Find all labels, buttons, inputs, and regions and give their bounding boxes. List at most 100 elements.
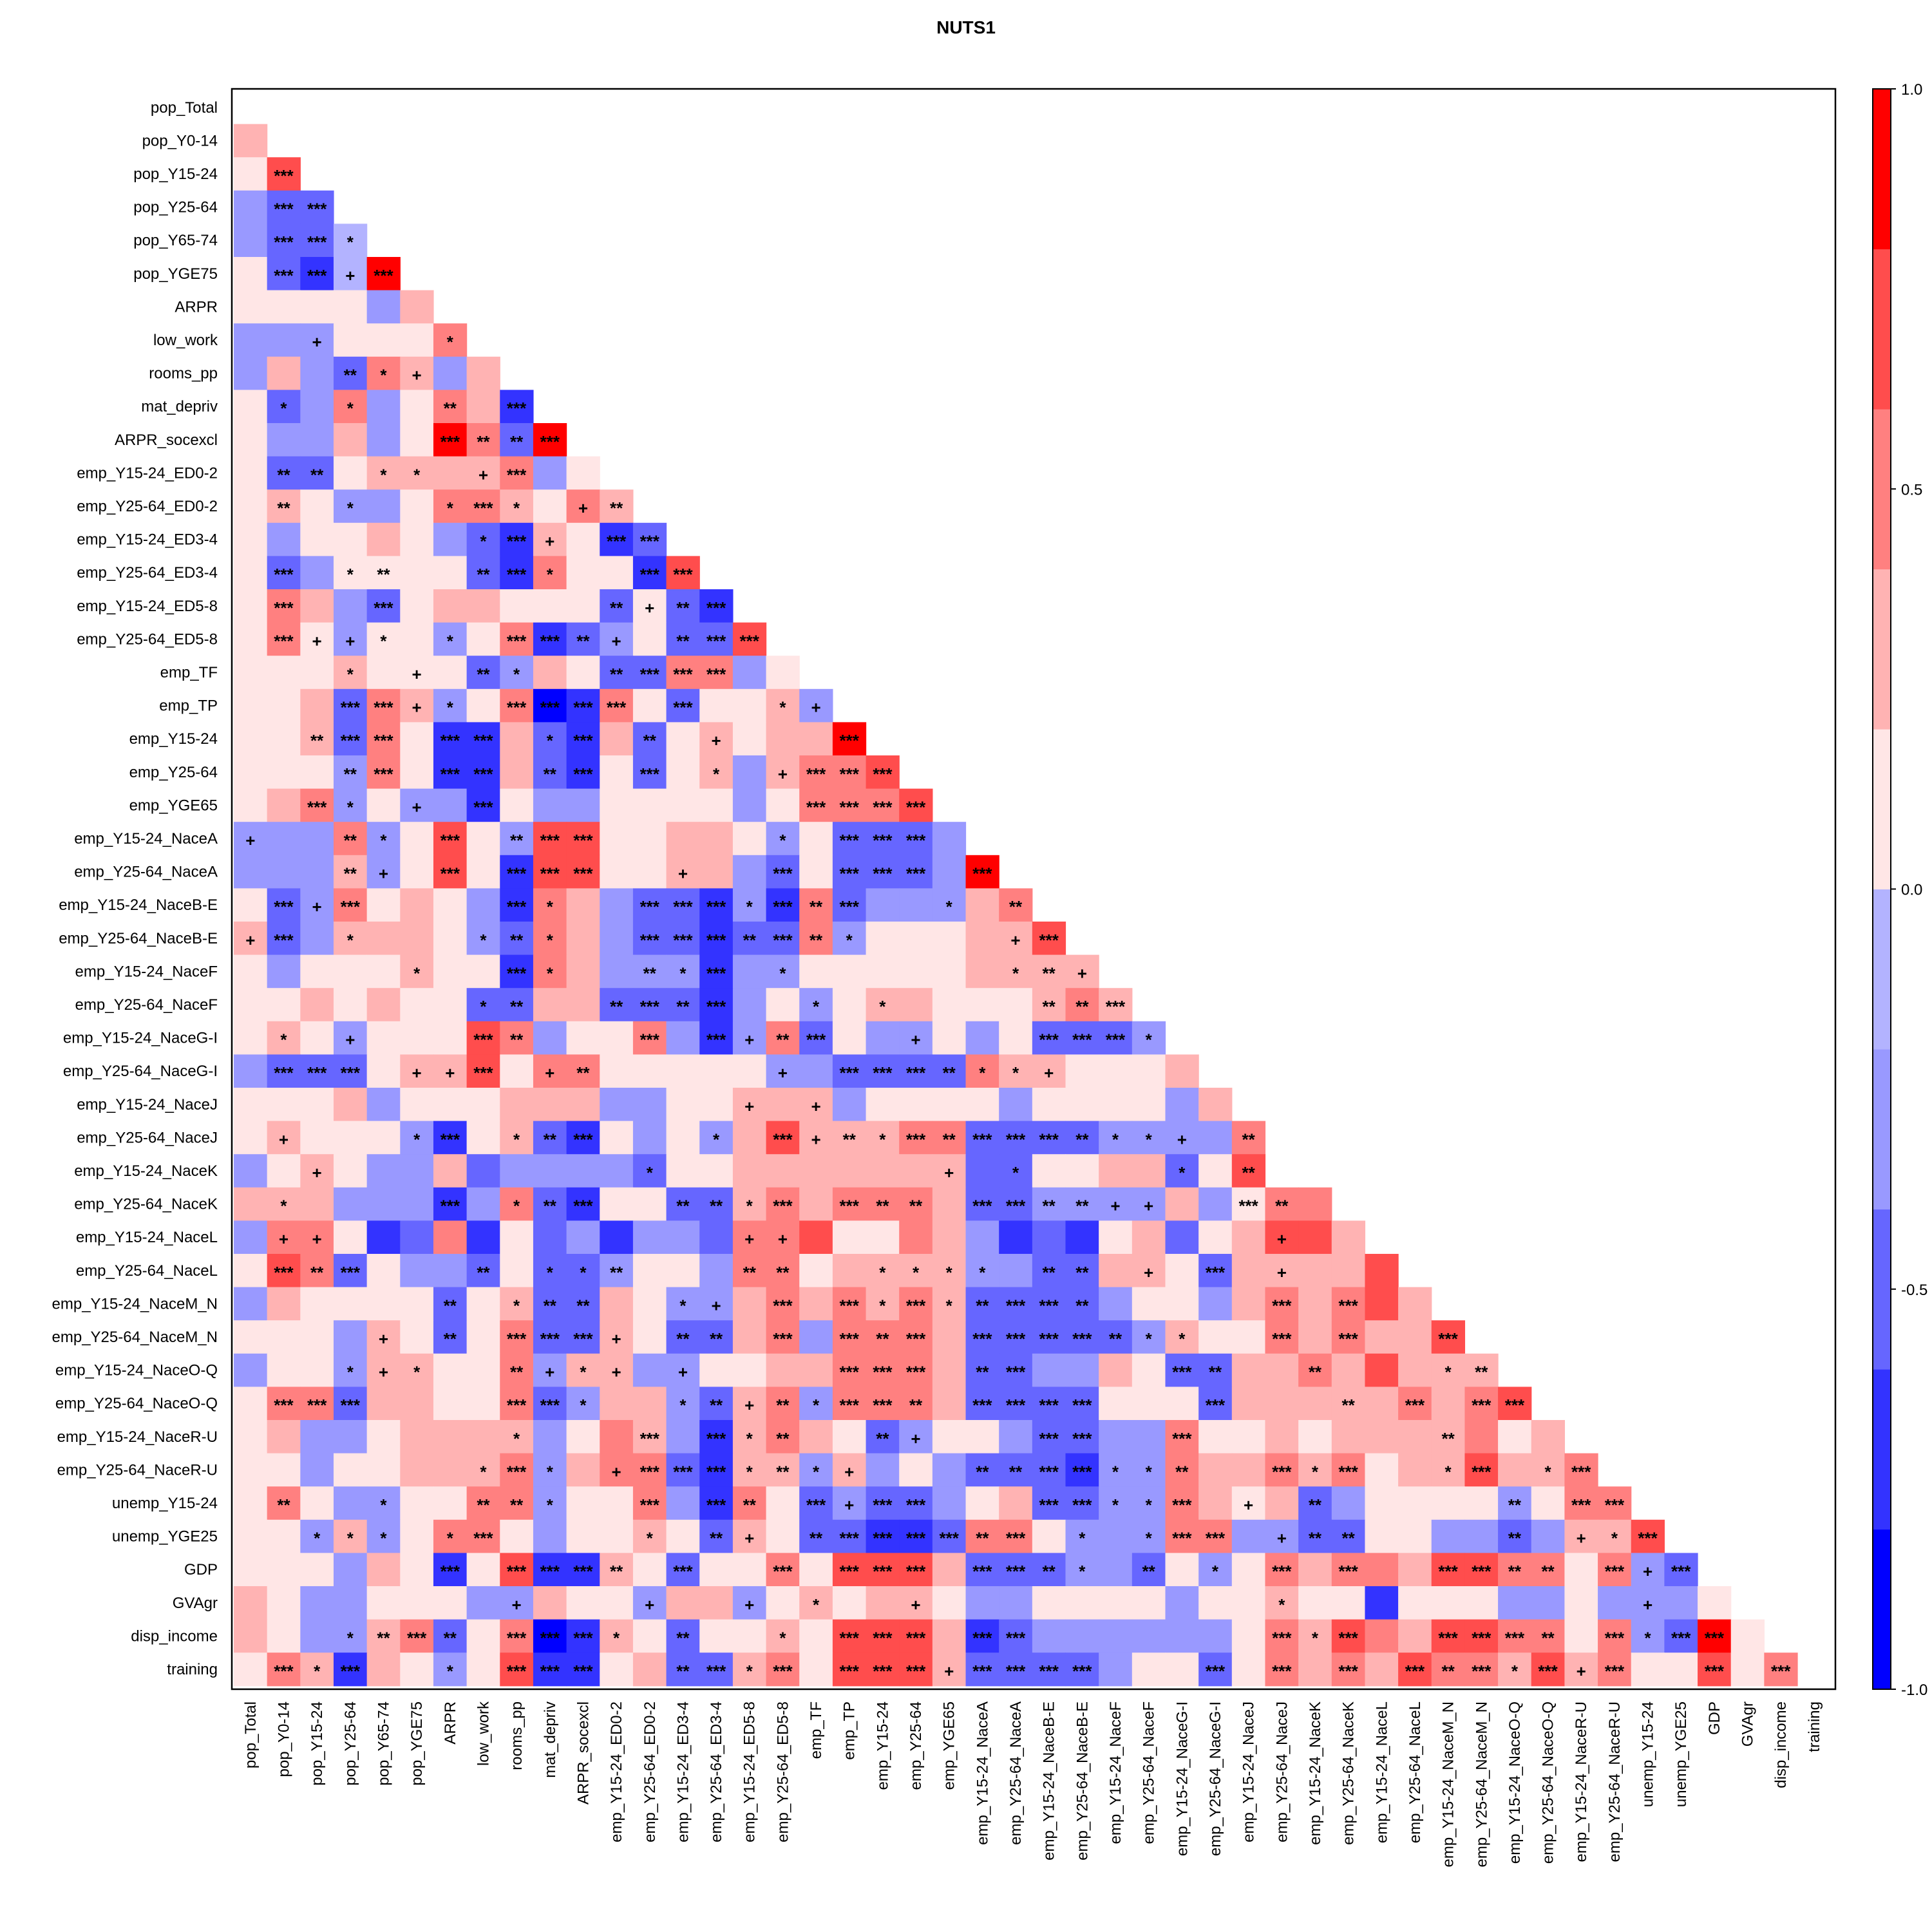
heatmap-cell [566,1420,600,1454]
heatmap-cell [333,589,368,623]
heatmap-cell [1564,1519,1598,1553]
heatmap-cell [1032,1220,1066,1255]
heatmap-cell [1065,1586,1099,1620]
heatmap-cell [866,1254,900,1288]
heatmap-cell [1032,1121,1066,1155]
heatmap-cell [699,755,734,790]
column-label: emp_Y25-64_ED5-8 [774,1701,791,1842]
heatmap-cell [832,722,867,756]
heatmap-cell [1331,1353,1366,1387]
column-label: emp_Y25-64_NaceG-I [1207,1701,1224,1856]
heatmap-cell [1231,1187,1266,1221]
heatmap-cell [1132,1121,1166,1155]
significance-mark: *** [1172,1363,1192,1382]
heatmap-cell [1265,1653,1299,1687]
significance-mark: + [545,1363,554,1382]
heatmap-cell [666,1254,700,1288]
heatmap-cell [632,1121,667,1155]
significance-mark: *** [573,1628,593,1647]
heatmap-cell [766,1088,800,1122]
significance-mark: ** [676,1662,690,1681]
row-label: emp_YGE65 [129,797,218,814]
heatmap-cell [600,822,634,856]
significance-mark: ** [344,864,357,884]
heatmap-cell [932,1420,967,1454]
significance-mark: *** [806,1030,826,1050]
heatmap-cell [433,1287,468,1321]
significance-mark: ** [676,1197,690,1216]
heatmap-cell [466,1653,500,1687]
significance-mark: ** [1541,1562,1555,1581]
significance-mark: + [744,1595,754,1615]
heatmap-cell [366,1486,401,1520]
heatmap-cell [1198,1420,1233,1454]
significance-mark: + [412,366,422,385]
heatmap-cell [1065,1220,1099,1255]
significance-mark: ** [909,1197,923,1216]
heatmap-cell [1531,1453,1565,1487]
heatmap-cell [1265,1387,1299,1421]
significance-mark: *** [341,731,361,750]
heatmap-cell [267,1653,301,1687]
heatmap-cell [666,1021,700,1055]
heatmap-cell [932,1220,967,1255]
significance-mark: * [513,498,520,518]
heatmap-cell [466,988,500,1022]
significance-mark: *** [573,1662,593,1681]
heatmap-cell [366,1586,401,1620]
row-label: emp_Y15-24_NaceA [74,830,218,848]
heatmap-cell [400,1021,434,1055]
heatmap-cell [899,788,933,822]
heatmap-cell [1431,1653,1466,1687]
significance-mark: ** [776,1396,790,1415]
significance-mark: *** [873,1529,893,1548]
significance-mark: *** [274,166,294,185]
colorbar-segment [1873,729,1891,890]
heatmap-cell [999,1387,1033,1421]
significance-mark: * [713,764,720,784]
heatmap-cell [1365,1653,1399,1687]
significance-mark: *** [1238,1197,1258,1216]
heatmap-cell [1331,1287,1366,1321]
heatmap-cell [866,1320,900,1354]
heatmap-cell [566,1486,600,1520]
heatmap-cell [799,1021,833,1055]
heatmap-cell [366,1619,401,1653]
heatmap-cell [300,722,334,756]
significance-mark: * [1312,1462,1319,1481]
significance-mark: * [1312,1628,1319,1647]
heatmap-cell [300,589,334,623]
significance-mark: * [1445,1462,1452,1481]
significance-mark: * [513,1197,520,1216]
heatmap-cell [1398,1586,1432,1620]
heatmap-cell [1464,1619,1499,1653]
heatmap-cell [799,1121,833,1155]
heatmap-cell [1498,1653,1532,1687]
heatmap-cell [1231,1486,1266,1520]
heatmap-cell [666,1353,700,1387]
significance-mark: + [379,1363,388,1382]
heatmap-cell [666,855,700,889]
colorbar: 1.00.50.0-0.5-1.0 [1872,81,1927,1699]
heatmap-cell [400,954,434,989]
significance-mark: ** [610,598,623,618]
heatmap-cell [1099,1586,1133,1620]
significance-mark: *** [1472,1662,1492,1681]
significance-mark: + [412,665,422,684]
heatmap-cell [267,356,301,390]
heatmap-cell [600,1653,634,1687]
heatmap-cell [400,1187,434,1221]
significance-mark: * [1112,1495,1119,1515]
heatmap-cell [699,1154,734,1188]
heatmap-cell [1531,1586,1565,1620]
significance-mark: *** [1072,1429,1092,1448]
heatmap-cell [965,1453,999,1487]
significance-mark: *** [607,698,627,717]
heatmap-cell [799,1088,833,1122]
significance-mark: *** [540,1329,560,1349]
heatmap-cell [500,390,534,424]
significance-mark: *** [1172,1529,1192,1548]
heatmap-cell [533,1287,567,1321]
significance-mark: + [1577,1529,1586,1548]
heatmap-cell [1564,1586,1598,1620]
